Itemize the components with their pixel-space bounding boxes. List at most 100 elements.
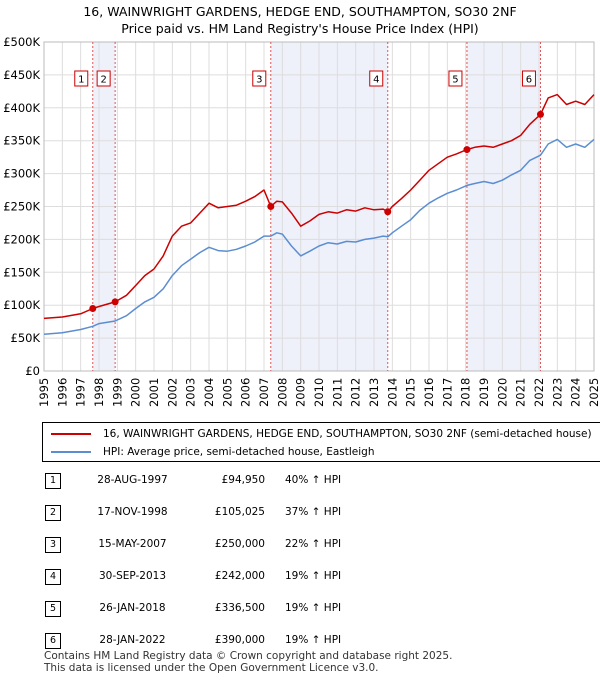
sale-number-badge: 4	[45, 569, 61, 585]
footer-licence: This data is licensed under the Open Gov…	[44, 662, 379, 674]
y-tick-label: £100K	[3, 298, 40, 312]
y-tick-label: £200K	[3, 232, 40, 246]
x-tick-label: 2003	[184, 378, 198, 407]
plot-area	[43, 41, 595, 372]
x-tick-label: 2001	[147, 378, 161, 407]
sale-point	[536, 110, 544, 118]
legend-item-property: 16, WAINWRIGHT GARDENS, HEDGE END, SOUTH…	[51, 425, 592, 443]
x-tick-label: 2020	[495, 378, 509, 407]
sale-marker-label: 1	[78, 75, 84, 86]
y-tick-label: £0	[25, 364, 40, 378]
sale-date: 15-MAY-2007	[98, 538, 167, 550]
sale-number-badge: 3	[45, 537, 61, 553]
sale-number-badge: 1	[45, 473, 61, 489]
x-tick-label: 2017	[440, 378, 454, 407]
x-tick-label: 2023	[550, 378, 564, 407]
sale-price: £242,000	[214, 570, 265, 582]
sale-point	[384, 208, 392, 216]
y-tick-label: £450K	[3, 68, 40, 82]
sale-price: £336,500	[214, 602, 265, 614]
sale-point	[89, 305, 97, 313]
table-row: 3 15-MAY-2007 £250,000 22% ↑ HPI	[0, 534, 600, 554]
x-tick-label: 2024	[569, 378, 583, 407]
legend-label-hpi: HPI: Average price, semi-detached house,…	[103, 446, 375, 458]
legend: 16, WAINWRIGHT GARDENS, HEDGE END, SOUTH…	[42, 422, 600, 462]
x-tick-label: 2009	[294, 378, 308, 407]
sale-marker-box	[96, 70, 111, 87]
sale-marker-box	[252, 70, 267, 87]
sale-date: 28-AUG-1997	[97, 474, 168, 486]
y-tick-label: £150K	[3, 265, 40, 279]
table-row: 1 28-AUG-1997 £94,950 40% ↑ HPI	[0, 470, 600, 490]
x-tick-label: 2004	[202, 378, 216, 407]
sale-price: £94,950	[221, 474, 265, 486]
sale-marker-box	[74, 70, 89, 87]
sale-point	[267, 203, 275, 210]
sale-marker-label: 3	[256, 75, 262, 86]
x-tick-label: 2025	[587, 378, 600, 407]
footer-copyright: Contains HM Land Registry data © Crown c…	[44, 650, 453, 662]
sale-hpi-diff: 19% ↑ HPI	[285, 602, 342, 614]
x-tick-label: 2000	[129, 378, 143, 407]
x-tick-label: 2008	[275, 378, 289, 407]
sale-marker-label: 6	[526, 75, 532, 86]
sale-hpi-diff: 22% ↑ HPI	[285, 538, 342, 550]
x-tick-label: 2013	[367, 378, 381, 407]
sale-marker-label: 2	[100, 75, 106, 86]
sale-marker-label: 5	[452, 75, 458, 86]
price-chart: 1 2 3 4 5 6 £0 £50K £100K £150K £200K £250K £300K £35…	[3, 35, 600, 407]
y-tick-label: £400K	[3, 101, 40, 115]
sale-number-badge: 2	[45, 505, 61, 521]
sale-price: £390,000	[214, 634, 265, 646]
y-tick-label: £500K	[3, 35, 40, 49]
table-row: 4 30-SEP-2013 £242,000 19% ↑ HPI	[0, 566, 600, 586]
x-tick-label: 2015	[404, 378, 418, 407]
x-tick-label: 2002	[165, 378, 179, 407]
y-tick-label: £300K	[3, 167, 40, 181]
sale-price: £105,025	[214, 506, 265, 518]
sale-number-badge: 5	[45, 601, 61, 617]
x-tick-label: 1997	[74, 378, 88, 407]
x-tick-label: 2022	[532, 378, 546, 407]
hpi-series-line	[43, 138, 595, 335]
x-tick-label: 1996	[55, 378, 69, 407]
sale-price: £250,000	[214, 538, 265, 550]
x-tick-label: 2016	[422, 378, 436, 407]
x-tick-label: 2006	[239, 378, 253, 407]
sale-hpi-diff: 19% ↑ HPI	[285, 570, 342, 582]
property-series-line	[43, 93, 595, 320]
sale-point	[111, 298, 119, 306]
sale-marker-label: 4	[373, 75, 379, 86]
sale-marker-box	[448, 70, 463, 87]
y-tick-label: £250K	[3, 200, 40, 214]
x-tick-label: 2011	[330, 378, 344, 407]
chart-subtitle: Price paid vs. HM Land Registry's House …	[121, 21, 479, 36]
x-tick-label: 2019	[477, 378, 491, 407]
sale-hpi-diff: 19% ↑ HPI	[285, 634, 342, 646]
x-tick-label: 2005	[220, 378, 234, 407]
sale-marker-box	[521, 70, 536, 87]
x-tick-label: 2018	[459, 378, 473, 407]
x-tick-label: 2012	[349, 378, 363, 407]
x-tick-label: 1995	[37, 378, 51, 407]
x-tick-label: 1999	[110, 378, 124, 407]
x-tick-label: 2010	[312, 378, 326, 407]
x-tick-label: 2007	[257, 378, 271, 407]
x-tick-label: 1998	[92, 378, 106, 407]
table-row: 2 17-NOV-1998 £105,025 37% ↑ HPI	[0, 502, 600, 522]
sale-date: 30-SEP-2013	[98, 570, 167, 582]
sale-point	[463, 146, 471, 154]
table-row: 5 26-JAN-2018 £336,500 19% ↑ HPI	[0, 598, 600, 618]
sale-date: 17-NOV-1998	[97, 506, 168, 518]
sale-marker-box	[369, 70, 384, 87]
x-tick-label: 2021	[514, 378, 528, 407]
sale-date: 26-JAN-2018	[99, 602, 166, 614]
y-tick-label: £50K	[11, 331, 41, 345]
legend-swatch-property	[51, 433, 91, 435]
footer: Contains HM Land Registry data © Crown c…	[44, 650, 452, 674]
table-row: 6 28-JAN-2022 £390,000 19% ↑ HPI	[0, 630, 600, 650]
sale-date: 28-JAN-2022	[99, 634, 166, 646]
legend-swatch-hpi	[51, 451, 91, 453]
x-tick-label: 2014	[385, 378, 399, 407]
sale-number-badge: 6	[45, 633, 61, 649]
